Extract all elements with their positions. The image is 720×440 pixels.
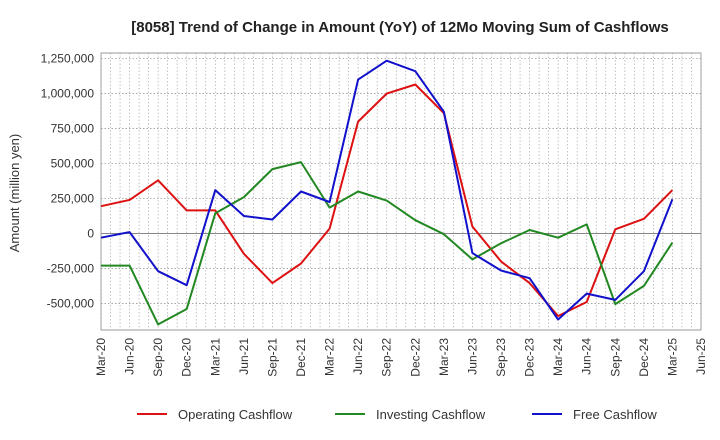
x-tick-label: Jun-20: [123, 338, 137, 375]
x-tick-label: Mar-20: [94, 338, 108, 376]
x-tick-label: Jun-22: [351, 338, 365, 375]
x-tick-label: Mar-22: [323, 338, 337, 376]
x-tick-label: Sep-24: [608, 338, 622, 377]
x-tick-label: Dec-21: [294, 338, 308, 377]
x-tick-label: Sep-22: [380, 338, 394, 377]
plot-area: [100, 52, 702, 331]
legend: Operating Cashflow Investing Cashflow Free…: [137, 407, 657, 422]
legend-label: Free Cashflow: [573, 407, 657, 422]
x-tick-label: Sep-20: [151, 338, 165, 377]
series-lines: [100, 59, 674, 326]
x-tick-label: Sep-21: [265, 338, 279, 377]
tick-labels: 1,250,000 1,000,000 750,000 500,000 250,000 0…: [41, 52, 708, 377]
series-line-free-cashflow: [100, 59, 674, 321]
y-tick-label: 1,250,000: [41, 52, 95, 66]
y-tick-label: 500,000: [51, 157, 95, 171]
series-line-operating-cashflow: [100, 83, 674, 317]
y-tick-label: -500,000: [47, 296, 95, 310]
legend-label: Operating Cashflow: [178, 407, 293, 422]
x-tick-label: Mar-23: [437, 338, 451, 376]
series-line-investing-cashflow: [101, 161, 674, 326]
x-tick-label: Mar-21: [208, 338, 222, 376]
x-tick-label: Dec-22: [408, 338, 422, 377]
legend-label: Investing Cashflow: [376, 407, 486, 422]
chart-title: [8058] Trend of Change in Amount (YoY) o…: [131, 19, 669, 36]
x-tick-label: Dec-20: [180, 338, 194, 377]
x-tick-label: Jun-25: [694, 338, 708, 375]
y-tick-label: 750,000: [51, 122, 95, 136]
x-tick-label: Mar-24: [551, 338, 565, 376]
y-axis-label: Amount (million yen): [7, 134, 22, 253]
y-tick-label: -250,000: [47, 261, 95, 275]
x-tick-label: Dec-23: [523, 338, 537, 377]
x-tick-label: Jun-21: [237, 338, 251, 375]
y-tick-label: 250,000: [51, 191, 95, 205]
x-tick-label: Jun-24: [580, 338, 594, 375]
x-tick-label: Jun-23: [465, 338, 479, 375]
y-tick-label: 0: [87, 226, 94, 240]
x-tick-label: Dec-24: [637, 338, 651, 377]
x-tick-label: Mar-25: [665, 338, 679, 376]
x-tick-label: Sep-23: [494, 338, 508, 377]
y-tick-label: 1,000,000: [41, 87, 95, 101]
